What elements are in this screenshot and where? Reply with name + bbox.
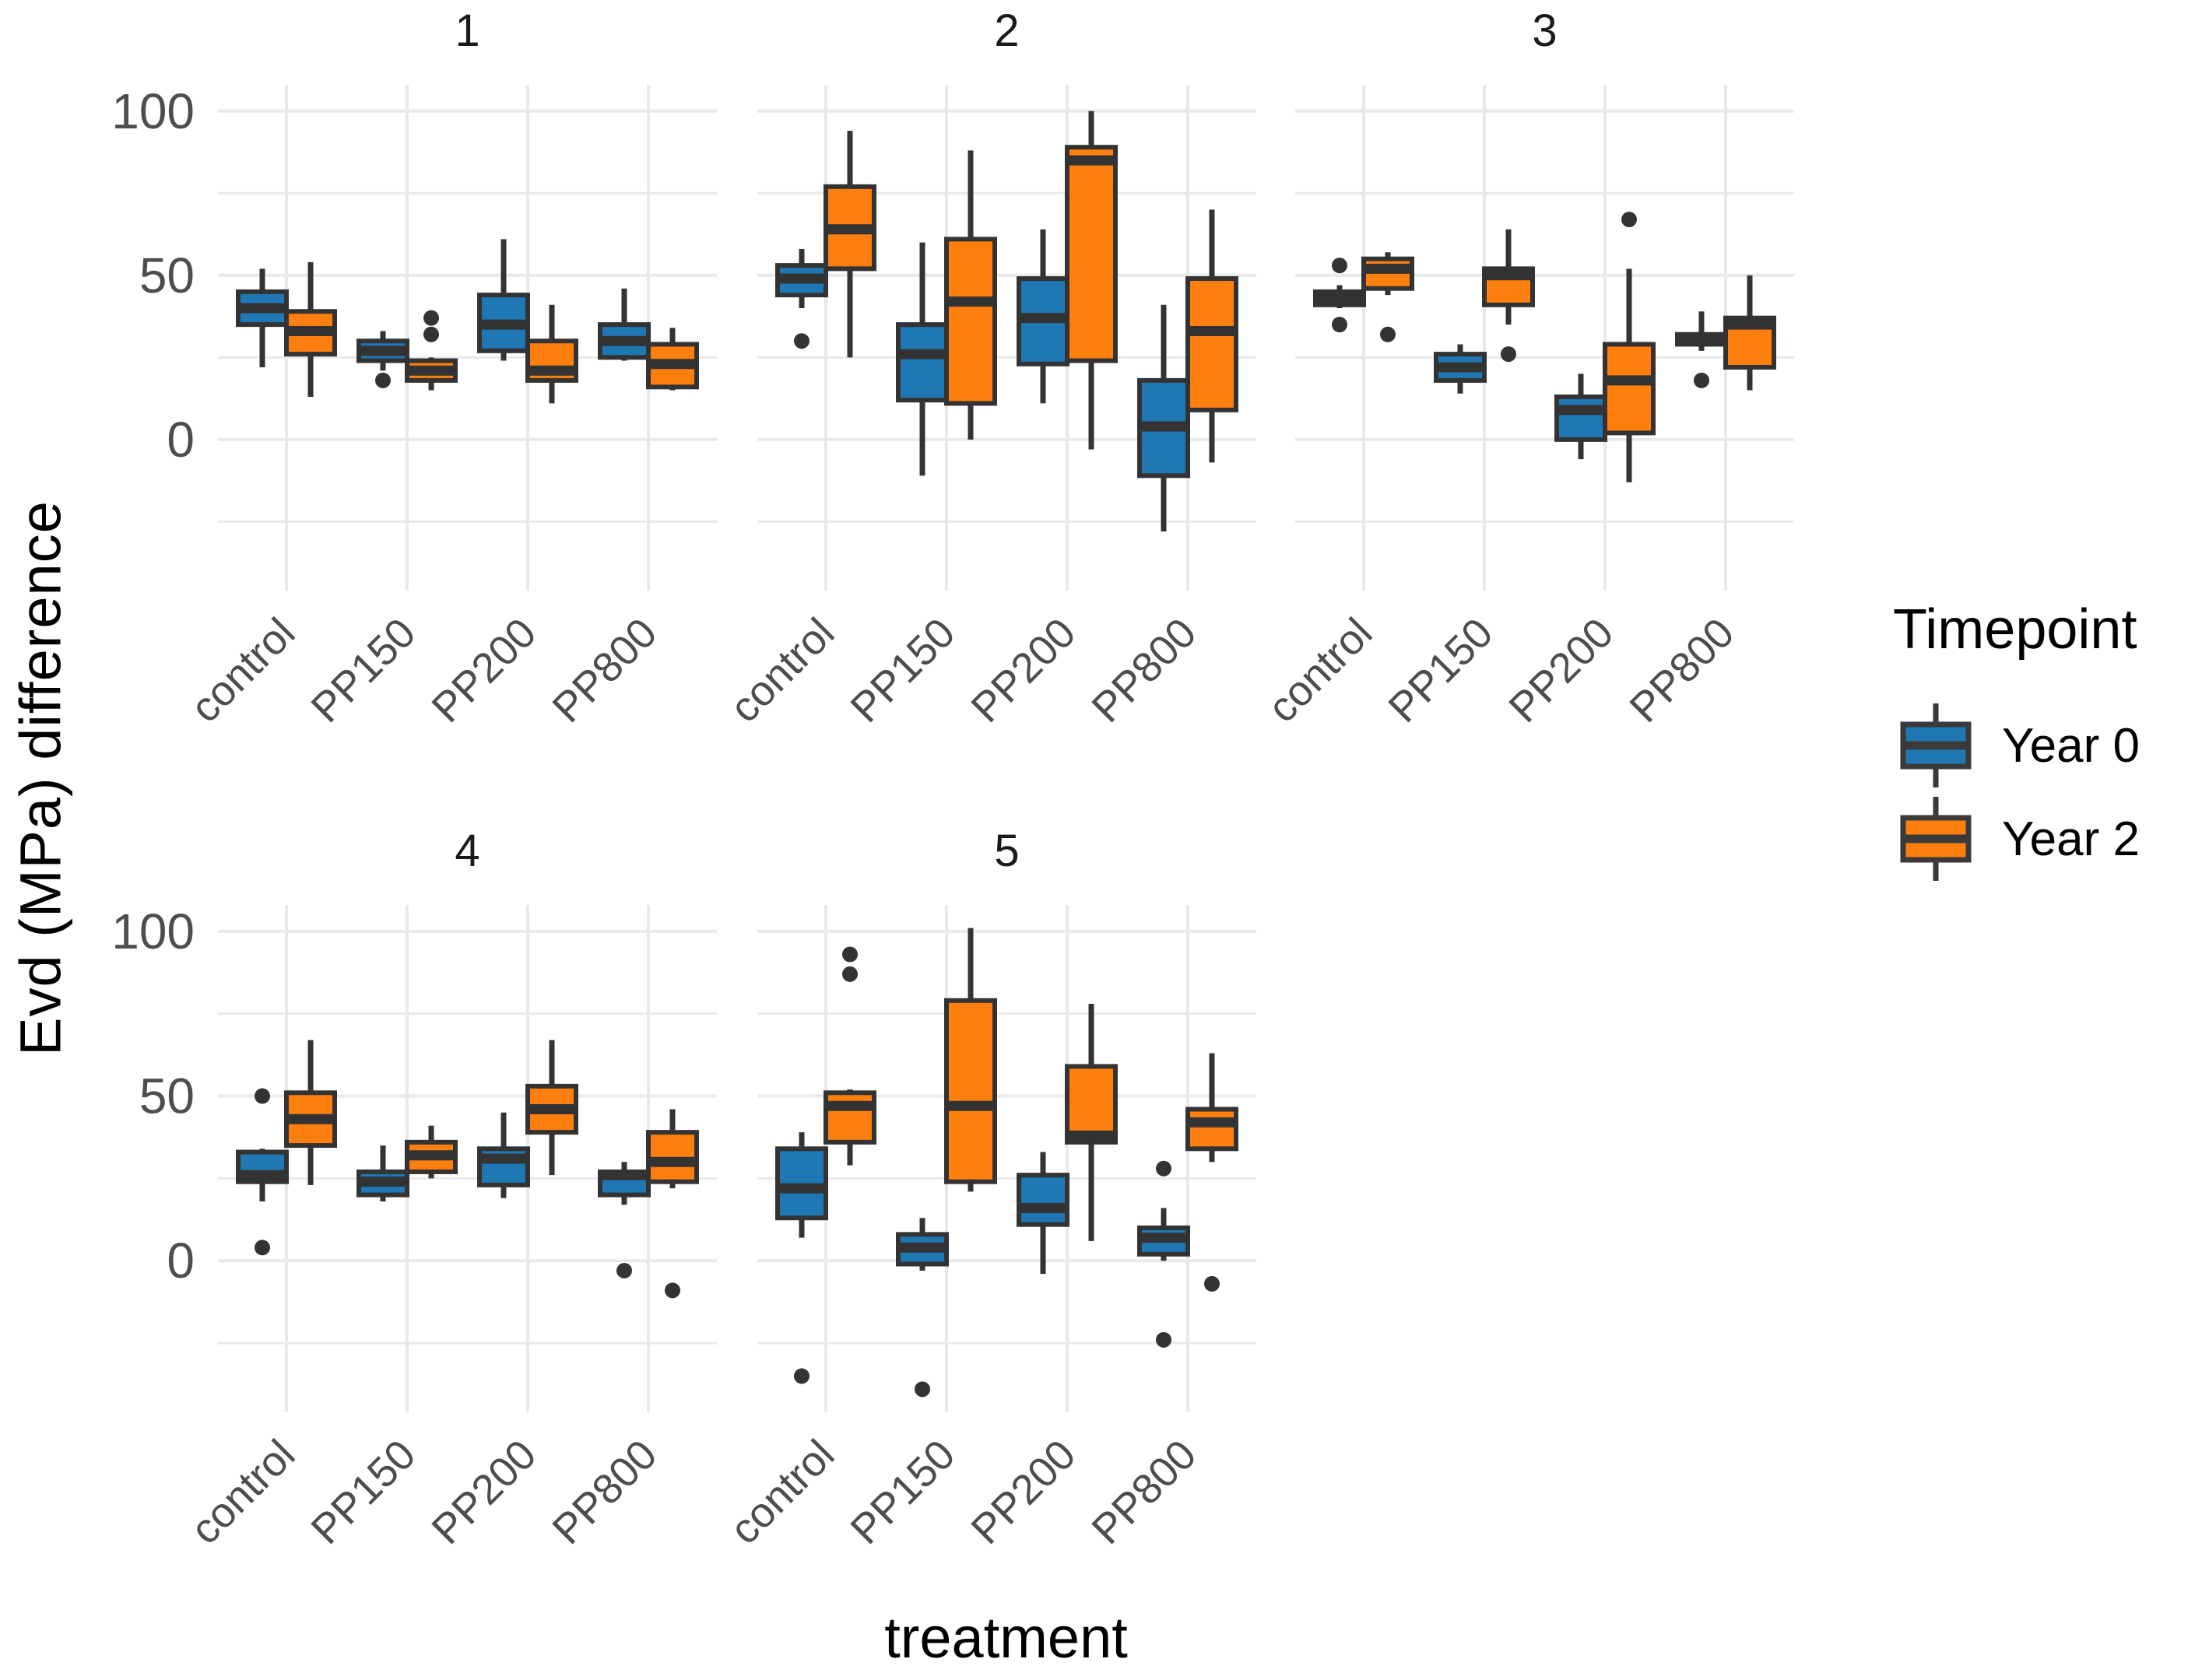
x-axis-title: treatment bbox=[884, 1605, 1128, 1670]
outlier-point bbox=[616, 1262, 632, 1278]
y-tick-label: 100 bbox=[111, 903, 195, 959]
legend-title: Timepoint bbox=[1893, 598, 2137, 661]
facet-title: 5 bbox=[994, 826, 1019, 876]
y-tick-label: 50 bbox=[139, 1068, 195, 1124]
facet-title: 3 bbox=[1532, 5, 1557, 56]
x-tick-label: PP200 bbox=[423, 609, 545, 731]
outlier-point bbox=[1204, 1275, 1220, 1292]
x-tick-label: control bbox=[721, 609, 843, 731]
y-tick-label: 50 bbox=[139, 247, 195, 303]
x-tick-label: control bbox=[721, 1431, 843, 1553]
x-tick-label: PP150 bbox=[841, 609, 964, 731]
box bbox=[1185, 276, 1238, 412]
box bbox=[944, 237, 997, 406]
x-tick-label: PP150 bbox=[841, 1431, 964, 1553]
box bbox=[896, 322, 949, 403]
box bbox=[824, 1090, 876, 1145]
outlier-point bbox=[1332, 317, 1347, 333]
legend-entry-label: Year 0 bbox=[2002, 718, 2140, 773]
box bbox=[1554, 394, 1607, 442]
outlier-point bbox=[255, 1088, 270, 1104]
x-tick-label: PP800 bbox=[1083, 1431, 1205, 1553]
outlier-point bbox=[1332, 258, 1347, 274]
outlier-point bbox=[423, 310, 439, 326]
outlier-point bbox=[794, 1368, 809, 1384]
x-tick-label: PP800 bbox=[1621, 609, 1743, 731]
x-tick-label: control bbox=[1259, 609, 1381, 731]
box bbox=[1185, 1107, 1238, 1152]
legend-entry-year2: Year 2 bbox=[1893, 792, 2140, 886]
x-tick-label: PP150 bbox=[1379, 609, 1501, 731]
outlier-point bbox=[842, 946, 858, 963]
outlier-point bbox=[255, 1240, 270, 1256]
y-tick-label: 0 bbox=[167, 1233, 195, 1289]
x-tick-label: control bbox=[181, 1431, 304, 1553]
x-tick-label: PP200 bbox=[962, 1431, 1084, 1553]
x-tick-label: PP150 bbox=[302, 609, 424, 731]
facet-title: 4 bbox=[455, 826, 479, 876]
outlier-point bbox=[1501, 346, 1516, 363]
legend-entry-year0: Year 0 bbox=[1893, 699, 2140, 792]
outlier-point bbox=[794, 333, 809, 349]
x-tick-label: PP200 bbox=[423, 1431, 545, 1553]
box bbox=[1065, 145, 1118, 363]
y-axis-title: Evd (MPa) difference bbox=[8, 500, 73, 1056]
legend: Timepoint Year 0 Year 2 bbox=[1893, 598, 2140, 886]
outlier-point bbox=[375, 372, 391, 388]
outlier-point bbox=[1694, 372, 1709, 388]
outlier-point bbox=[1380, 326, 1396, 342]
outlier-point bbox=[1156, 1331, 1171, 1348]
x-tick-label: PP200 bbox=[1500, 609, 1622, 731]
y-tick-label: 100 bbox=[111, 83, 195, 139]
boxplot-key-year2-icon bbox=[1900, 797, 1972, 881]
x-tick-label: PP150 bbox=[302, 1431, 424, 1553]
box bbox=[944, 998, 997, 1184]
y-tick-label: 0 bbox=[167, 412, 195, 468]
x-tick-label: PP200 bbox=[962, 609, 1084, 731]
outlier-point bbox=[915, 1381, 930, 1398]
box bbox=[1065, 1064, 1118, 1145]
outlier-point bbox=[423, 326, 439, 342]
x-tick-label: PP800 bbox=[543, 609, 666, 731]
facet-title: 2 bbox=[994, 5, 1019, 56]
legend-entry-label: Year 2 bbox=[2002, 812, 2140, 866]
boxplot-key-year0-icon bbox=[1900, 703, 1972, 787]
x-tick-label: PP800 bbox=[543, 1431, 666, 1553]
x-tick-label: control bbox=[181, 609, 304, 731]
facet-title: 1 bbox=[455, 5, 479, 56]
outlier-point bbox=[1621, 212, 1637, 228]
x-tick-label: PP800 bbox=[1083, 609, 1205, 731]
box bbox=[1017, 1173, 1069, 1227]
box bbox=[1603, 342, 1656, 436]
outlier-point bbox=[1156, 1160, 1171, 1177]
outlier-point bbox=[665, 1282, 680, 1299]
outlier-point bbox=[842, 966, 858, 982]
